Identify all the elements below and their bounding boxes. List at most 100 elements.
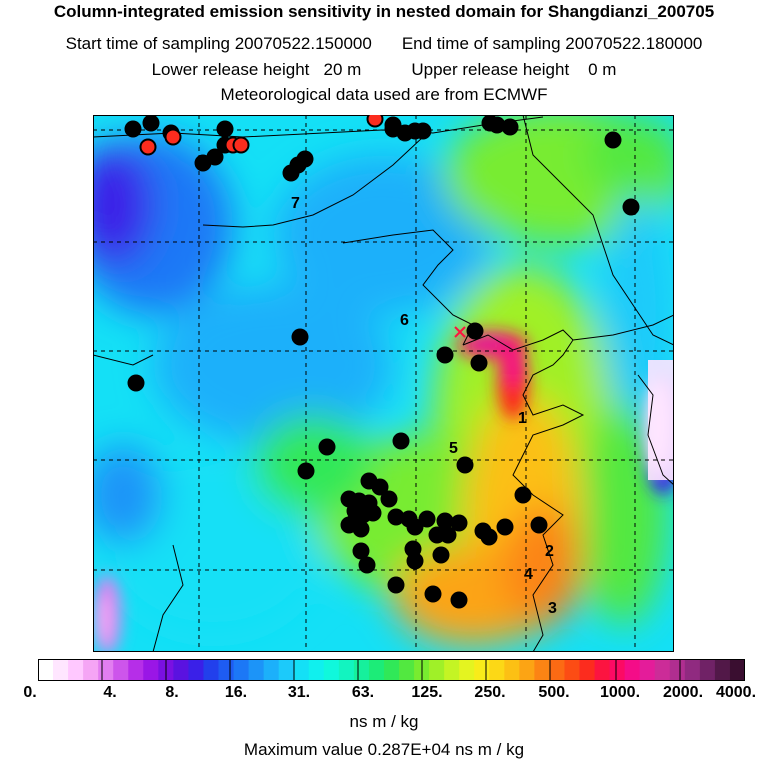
place-label-7: 7 xyxy=(291,195,300,212)
station-marker-highlighted xyxy=(366,115,384,128)
graticule xyxy=(93,115,674,652)
map-frame xyxy=(93,115,674,652)
colorbar-cell xyxy=(639,659,656,681)
colorbar-tick: 250. xyxy=(474,684,506,701)
station-marker xyxy=(530,516,548,534)
station-marker xyxy=(194,154,212,172)
maximum-value-label: Maximum value 0.287E+04 ns m / kg xyxy=(243,740,525,759)
colorbar-cell xyxy=(504,659,520,681)
colorbar-cell xyxy=(519,659,535,681)
sensitivity-field xyxy=(93,115,674,652)
station-marker xyxy=(142,115,160,132)
station-marker xyxy=(124,120,142,138)
colorbar-cell xyxy=(729,659,745,681)
colorbar-cell xyxy=(293,659,310,681)
station-marker-highlighted xyxy=(232,136,250,154)
met-data-label: Meteorological data used are from ECMWF xyxy=(220,85,548,104)
colorbar-cell xyxy=(714,659,731,681)
colorbar-cell xyxy=(173,659,190,681)
station-marker-highlighted xyxy=(164,128,182,146)
end-time-label: End time of sampling 20070522.180000 xyxy=(401,34,703,53)
release-heights: Lower release height 20 m Upper release h… xyxy=(0,60,768,80)
station-marker xyxy=(384,116,402,134)
colorbar-cell xyxy=(383,659,400,681)
colorbar-cell xyxy=(218,659,235,681)
station-marker xyxy=(387,576,405,594)
place-labels: 7 6 5 1 2 4 3 xyxy=(291,195,557,617)
colorbar-cell xyxy=(203,659,220,681)
colorbar-cell xyxy=(564,659,581,681)
station-marker xyxy=(514,486,532,504)
station-marker xyxy=(380,490,398,508)
colorbar xyxy=(38,659,745,681)
colorbar-cell xyxy=(83,659,99,681)
station-marker xyxy=(456,456,474,474)
station-marker xyxy=(436,512,454,530)
station-marker xyxy=(282,164,300,182)
colorbar-cell xyxy=(248,659,265,681)
station-marker xyxy=(450,514,468,532)
station-marker-highlighted xyxy=(139,138,157,156)
colorbar-cell xyxy=(68,659,84,681)
colorbar-cell xyxy=(263,659,280,681)
colorbar-cell xyxy=(459,659,475,681)
colorbar-cell xyxy=(38,659,54,681)
station-marker xyxy=(450,591,468,609)
colorbar-cell xyxy=(444,659,460,681)
colorbar-cell xyxy=(429,659,445,681)
place-label-4: 4 xyxy=(524,566,533,583)
colorbar-cell xyxy=(323,659,340,681)
station-marker xyxy=(392,432,410,450)
colorbar-tick: 8. xyxy=(165,684,179,701)
station-marker xyxy=(424,585,442,603)
station-marker xyxy=(406,518,424,536)
colorbar-cell xyxy=(669,659,686,681)
colorbar-cell xyxy=(594,659,611,681)
station-marker xyxy=(470,354,488,372)
colorbar-tick: 0. xyxy=(23,684,37,701)
place-label-6: 6 xyxy=(400,312,409,329)
colorbar-tick: 125. xyxy=(411,684,443,701)
colorbar-cell xyxy=(624,659,641,681)
upper-release-label: Upper release height 0 m xyxy=(411,60,617,79)
colorbar-cell xyxy=(579,659,596,681)
place-label-3: 3 xyxy=(548,600,557,617)
map-canvas: 7 6 5 1 2 4 3 xyxy=(93,115,674,652)
station-marker xyxy=(496,518,514,536)
station-marker xyxy=(127,374,145,392)
colorbar-cell xyxy=(684,659,701,681)
colorbar-cell xyxy=(368,659,385,681)
station-marker xyxy=(291,328,309,346)
start-time-label: Start time of sampling 20070522.150000 xyxy=(65,34,372,53)
station-marker xyxy=(414,122,432,140)
station-marker xyxy=(318,438,336,456)
station-marker xyxy=(488,116,506,134)
colorbar-tick: 63. xyxy=(351,684,375,701)
colorbar-tick: 16. xyxy=(224,684,248,701)
station-marker xyxy=(501,118,519,136)
colorbar-cell xyxy=(98,659,114,681)
station-marker xyxy=(296,150,314,168)
colorbar-tick-labels: 0. 4. 8. 16. 31. 63. 125. 250. 500. 1000… xyxy=(0,684,768,708)
place-label-5: 5 xyxy=(449,440,458,457)
station-marker xyxy=(371,478,389,496)
colorbar-cell xyxy=(353,659,370,681)
station-marker xyxy=(480,528,498,546)
colorbar-cell xyxy=(143,659,159,681)
colorbar-tick: 4. xyxy=(103,684,117,701)
colorbar-units: ns m / kg xyxy=(349,712,419,731)
colorbar-cell xyxy=(654,659,671,681)
colorbar-cell xyxy=(233,659,250,681)
place-label-1: 1 xyxy=(518,410,527,427)
station-marker xyxy=(406,552,424,570)
colorbar-cell xyxy=(278,659,295,681)
station-marker xyxy=(604,131,622,149)
sensitivity-map: 7 6 5 1 2 4 3 xyxy=(93,115,674,652)
colorbar-cell xyxy=(188,659,205,681)
colorbar-cell xyxy=(399,659,415,681)
colorbar-cell xyxy=(53,659,69,681)
colorbar-cell xyxy=(549,659,566,681)
station-markers xyxy=(124,115,640,609)
place-label-2: 2 xyxy=(545,543,554,560)
colorbar-tick: 4000. xyxy=(715,684,757,701)
